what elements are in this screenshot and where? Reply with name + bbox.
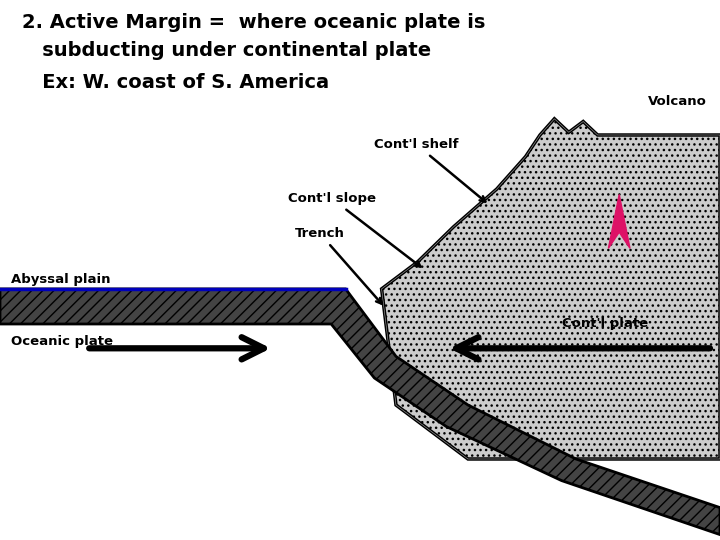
Text: Oceanic plate: Oceanic plate — [11, 335, 113, 348]
Text: Cont'l shelf: Cont'l shelf — [374, 138, 485, 201]
Text: Volcano: Volcano — [648, 95, 707, 108]
Text: subducting under continental plate: subducting under continental plate — [22, 40, 431, 59]
Text: 2. Active Margin =  where oceanic plate is: 2. Active Margin = where oceanic plate i… — [22, 14, 485, 32]
Polygon shape — [0, 289, 720, 535]
Polygon shape — [382, 119, 720, 459]
Text: Trench: Trench — [295, 227, 382, 303]
Text: Cont'l plate: Cont'l plate — [562, 318, 648, 330]
Text: Abyssal plain: Abyssal plain — [11, 273, 110, 286]
Text: Ex: W. coast of S. America: Ex: W. coast of S. America — [22, 73, 329, 92]
Polygon shape — [608, 194, 630, 248]
Text: Cont'l slope: Cont'l slope — [288, 192, 420, 267]
